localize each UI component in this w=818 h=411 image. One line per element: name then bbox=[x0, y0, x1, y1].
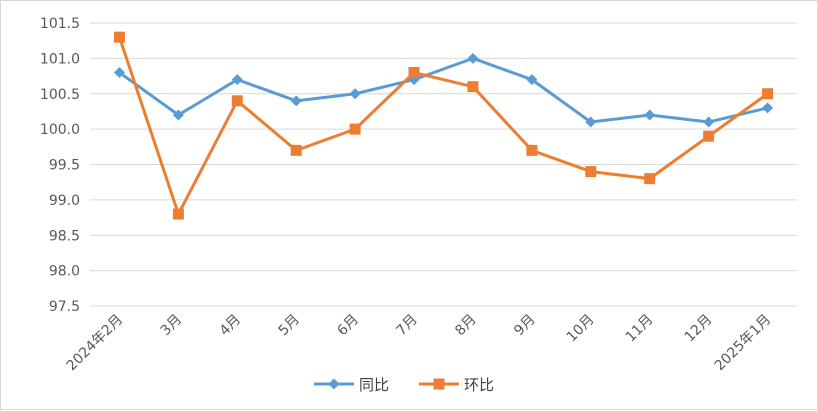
data-point-square[interactable] bbox=[113, 31, 125, 43]
y-tick-label: 99.0 bbox=[49, 193, 80, 209]
series-yoy bbox=[113, 52, 774, 128]
data-point-diamond[interactable] bbox=[290, 95, 302, 107]
data-point-square[interactable] bbox=[349, 123, 361, 135]
data-point-diamond[interactable] bbox=[585, 116, 597, 128]
data-point-square[interactable] bbox=[762, 88, 774, 100]
data-point-square[interactable] bbox=[585, 166, 597, 178]
x-tick-label: 12月 bbox=[682, 312, 716, 346]
data-point-square[interactable] bbox=[290, 144, 302, 156]
data-point-diamond[interactable] bbox=[349, 88, 361, 100]
y-tick-label: 100.0 bbox=[40, 122, 80, 138]
data-point-square[interactable] bbox=[231, 95, 243, 107]
x-tick-label: 4月 bbox=[217, 312, 245, 340]
y-tick-label: 99.5 bbox=[49, 158, 80, 174]
legend-marker-square bbox=[433, 378, 445, 390]
x-tick-label: 6月 bbox=[334, 312, 362, 340]
data-point-diamond[interactable] bbox=[467, 52, 479, 64]
data-point-square[interactable] bbox=[703, 130, 715, 142]
y-tick-label: 98.5 bbox=[49, 228, 80, 244]
y-tick-label: 98.0 bbox=[49, 264, 80, 280]
x-tick-label: 8月 bbox=[452, 312, 480, 340]
legend-item-mom[interactable]: 环比 bbox=[419, 376, 494, 394]
series-line bbox=[117, 56, 770, 124]
data-point-square[interactable] bbox=[408, 67, 420, 79]
data-point-diamond[interactable] bbox=[526, 74, 538, 86]
y-tick-label: 97.5 bbox=[49, 299, 80, 315]
x-tick-label: 9月 bbox=[511, 312, 539, 340]
x-tick-label: 10月 bbox=[564, 312, 598, 346]
data-point-diamond[interactable] bbox=[172, 109, 184, 121]
data-point-square[interactable] bbox=[526, 144, 538, 156]
legend-label: 环比 bbox=[464, 376, 494, 394]
series-lines bbox=[113, 31, 774, 220]
y-axis-ticks: 97.5 98.0 98.5 99.0 99.5 100.0 100.5 101.0 101.5 bbox=[40, 16, 80, 315]
x-tick-label: 2024年2月 bbox=[64, 312, 127, 375]
x-tick-label: 2025年1月 bbox=[712, 312, 775, 375]
legend-item-yoy[interactable]: 同比 bbox=[314, 376, 389, 394]
data-point-square[interactable] bbox=[644, 173, 656, 185]
y-tick-label: 101.0 bbox=[40, 51, 80, 67]
x-tick-label: 11月 bbox=[623, 312, 657, 346]
data-point-square[interactable] bbox=[467, 81, 479, 93]
data-point-diamond[interactable] bbox=[644, 109, 656, 121]
data-point-diamond[interactable] bbox=[762, 102, 774, 114]
x-tick-label: 5月 bbox=[276, 312, 304, 340]
data-point-square[interactable] bbox=[172, 208, 184, 220]
legend: 同比 环比 bbox=[314, 376, 494, 394]
gridlines bbox=[90, 22, 797, 307]
series-line bbox=[117, 35, 770, 216]
y-tick-label: 101.5 bbox=[40, 16, 80, 32]
legend-marker-diamond bbox=[328, 378, 340, 390]
legend-label: 同比 bbox=[359, 376, 389, 394]
y-tick-label: 100.5 bbox=[40, 87, 80, 103]
series-mom bbox=[113, 31, 774, 220]
data-point-diamond[interactable] bbox=[703, 116, 715, 128]
data-point-diamond[interactable] bbox=[113, 67, 125, 79]
x-tick-label: 3月 bbox=[158, 312, 186, 340]
data-point-diamond[interactable] bbox=[231, 74, 243, 86]
x-tick-label: 7月 bbox=[393, 312, 421, 340]
